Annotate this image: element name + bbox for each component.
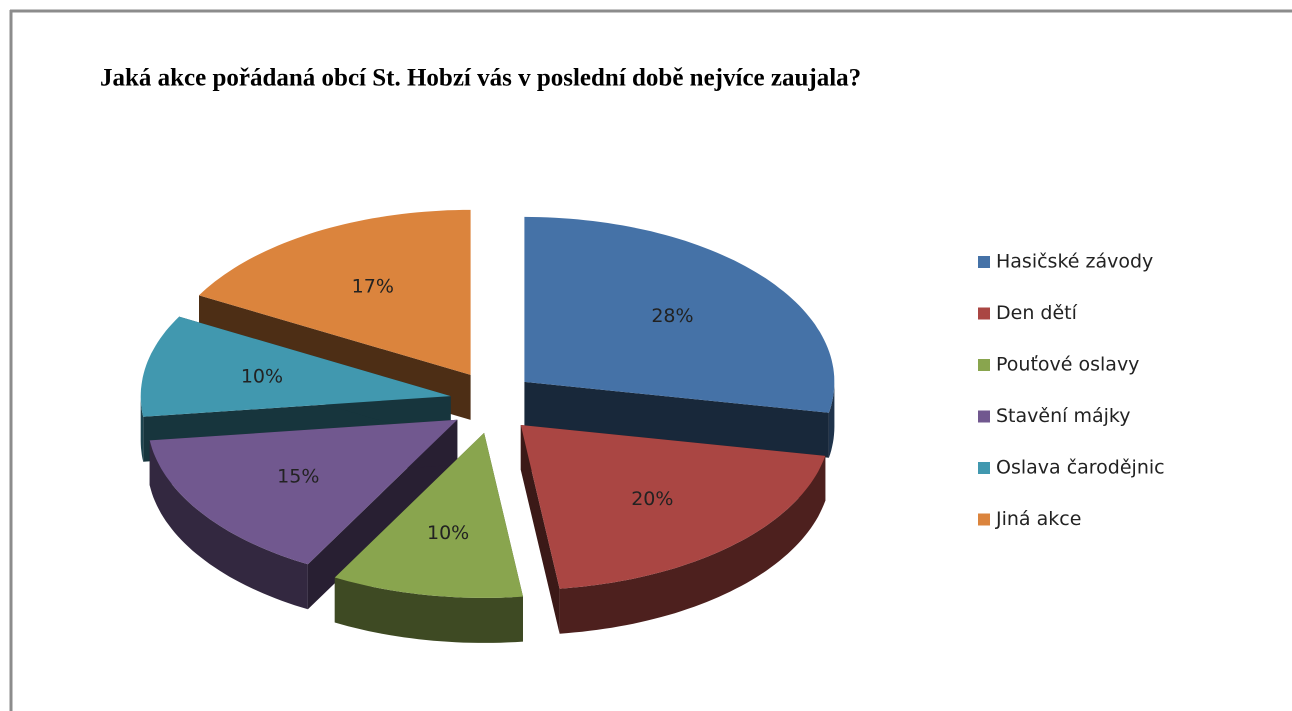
legend-swatch (978, 307, 990, 320)
slice-cut-face (524, 381, 829, 458)
legend-swatch (978, 513, 990, 526)
slice-wall (559, 455, 826, 634)
slice-wall (140, 396, 144, 462)
legend-label: Den dětí (996, 302, 1078, 324)
slice-wall (828, 381, 835, 458)
data-label: 20% (631, 488, 673, 510)
slice-top (199, 209, 471, 375)
legend-label: Jiná akce (995, 508, 1081, 530)
legend-swatch (978, 410, 990, 423)
slice (520, 425, 826, 634)
legend-swatch (978, 359, 990, 371)
data-label: 28% (651, 305, 693, 327)
slice (334, 432, 523, 643)
legend-label: Oslava čarodějnic (996, 457, 1165, 479)
data-label: 10% (241, 365, 283, 387)
slice-wall (149, 440, 308, 610)
slice (524, 216, 835, 458)
slice (149, 419, 458, 610)
data-label: 17% (352, 275, 394, 297)
data-label: 15% (277, 466, 319, 488)
chart-title: Jaká akce pořádaná obcí St. Hobzí vás v … (100, 65, 861, 92)
slice-cut-face (520, 425, 560, 634)
slice-wall (334, 577, 523, 643)
legend-swatch (978, 462, 990, 474)
legend-label: Stavění májky (996, 405, 1130, 427)
legend-label: Hasičské závody (996, 251, 1153, 273)
slice-top (520, 425, 826, 589)
slice-top (140, 316, 451, 417)
legend-swatch (978, 256, 990, 268)
legend-label: Pouťové oslavy (996, 354, 1139, 376)
slice-top (334, 432, 523, 598)
data-label: 10% (427, 522, 469, 544)
slice-top (149, 419, 458, 565)
slice-top (524, 216, 835, 413)
